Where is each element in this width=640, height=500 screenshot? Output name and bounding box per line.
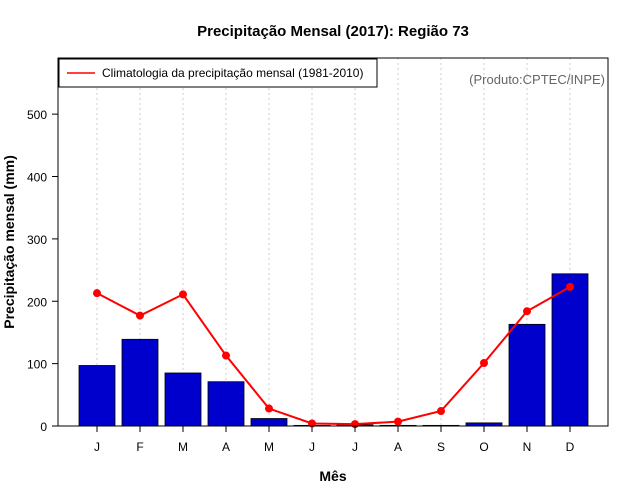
x-tick-label: O — [479, 440, 488, 454]
x-tick-label: S — [437, 440, 445, 454]
climatology-point-2 — [179, 290, 187, 299]
climatology-point-4 — [265, 404, 273, 413]
x-tick-label: N — [523, 440, 532, 454]
bar-M-2 — [164, 372, 202, 427]
legend-box — [58, 58, 378, 88]
x-tick-label: J — [352, 440, 358, 454]
y-tick-label: 400 — [27, 171, 47, 185]
climatology-point-9 — [480, 359, 488, 368]
legend-label: Climatologia da precipitação mensal (198… — [102, 66, 363, 80]
climatology-point-3 — [222, 351, 230, 360]
x-tick-label: J — [309, 440, 315, 454]
bar-D-11 — [551, 273, 589, 427]
grid-lines — [96, 58, 571, 426]
bar-F-1 — [121, 338, 159, 427]
x-tick-label: A — [222, 440, 230, 454]
climatology-point-11 — [566, 282, 574, 291]
chart-title: Precipitação Mensal (2017): Região 73 — [197, 23, 469, 40]
bar-A-3 — [207, 381, 245, 427]
legend: Climatologia da precipitação mensal (198… — [58, 58, 378, 88]
credit-label: (Produto:CPTEC/INPE) — [469, 72, 605, 87]
y-tick-label: 500 — [27, 108, 47, 122]
y-tick-label: 0 — [40, 420, 47, 434]
climatology-point-8 — [437, 407, 445, 416]
x-tick-label: M — [264, 440, 274, 454]
climatology-point-0 — [93, 289, 101, 298]
bar-N-10 — [508, 323, 546, 427]
x-tick-label: D — [566, 440, 575, 454]
bar-J-0 — [78, 365, 116, 427]
x-tick-label: M — [178, 440, 188, 454]
y-axis-label: Precipitação mensal (mm) — [1, 155, 17, 329]
plot-frame — [57, 57, 609, 427]
climatology-point-10 — [523, 307, 531, 316]
climatology-point-7 — [394, 417, 402, 426]
y-tick-label: 200 — [27, 295, 47, 309]
y-tick-label: 100 — [27, 358, 47, 372]
x-axis-label: Mês — [319, 468, 346, 484]
bar-M-4 — [250, 418, 288, 427]
x-tick-label: J — [94, 440, 100, 454]
y-tick-label: 300 — [27, 233, 47, 247]
bars-layer — [78, 273, 589, 427]
x-tick-label: A — [394, 440, 402, 454]
y-axis: 0 100 200 300 400 500 — [27, 108, 58, 434]
climatology-line — [96, 286, 571, 426]
climatology-point-1 — [136, 311, 144, 320]
x-tick-label: F — [136, 440, 143, 454]
